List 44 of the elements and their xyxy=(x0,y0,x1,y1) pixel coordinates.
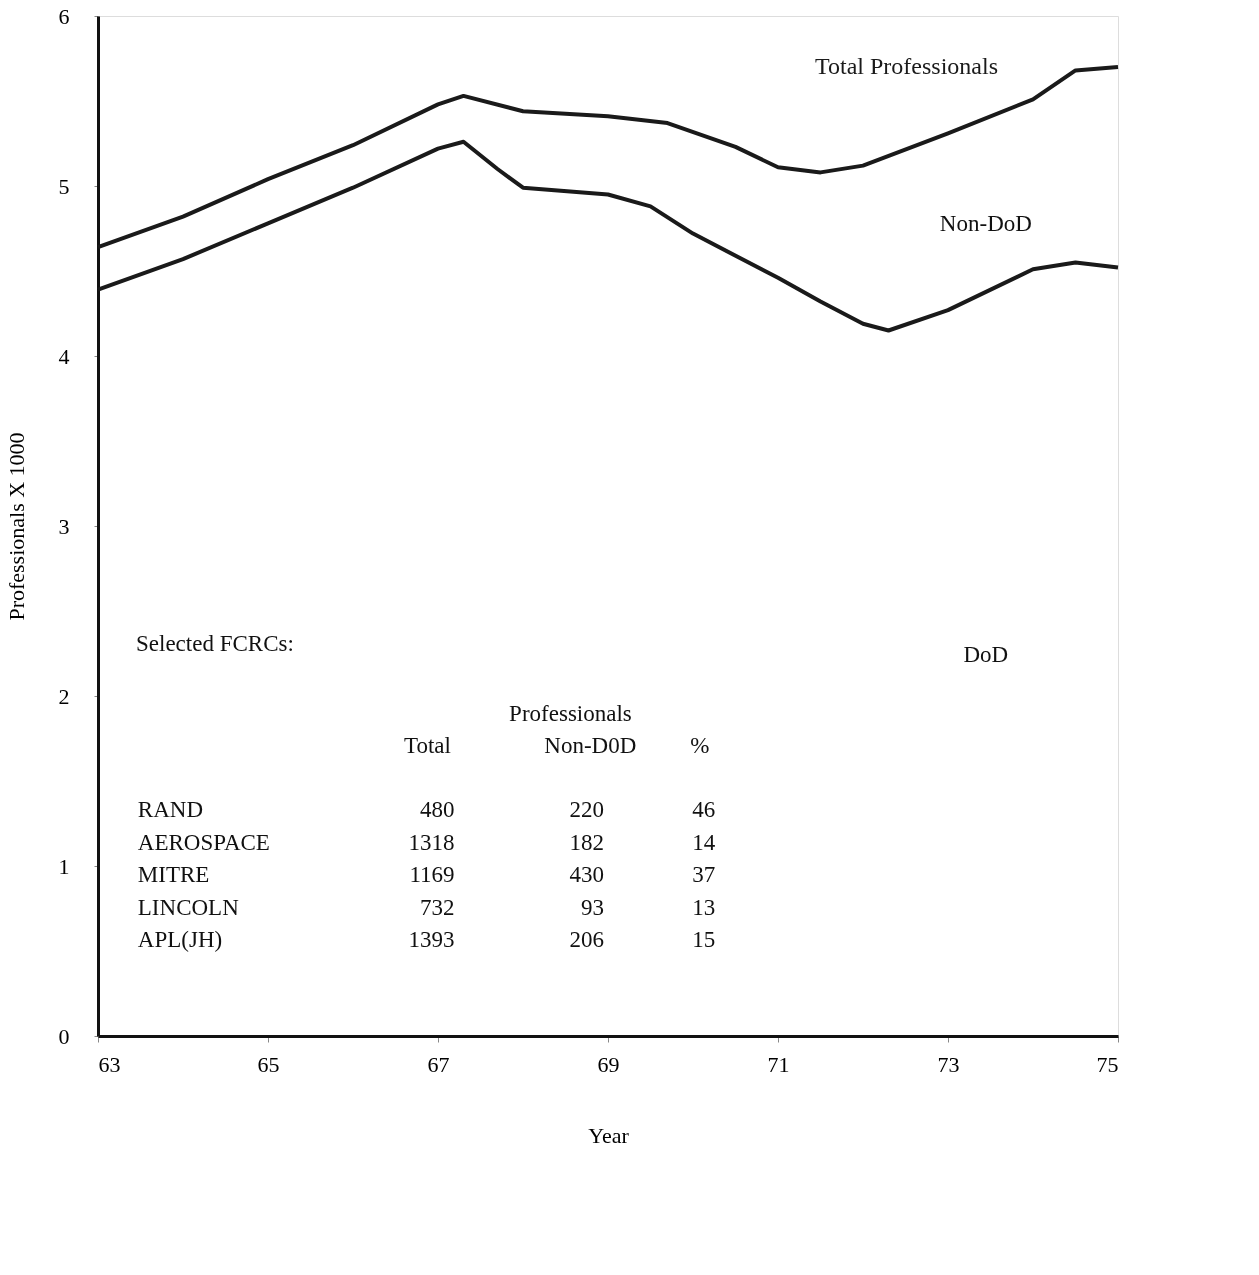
annotation: LINCOLN xyxy=(137,895,240,921)
y-tick-label: 4 xyxy=(58,343,70,369)
annotation: Selected FCRCs: xyxy=(136,630,294,656)
annotation: 15 xyxy=(692,927,716,953)
annotation: DoD xyxy=(963,641,1009,667)
annotation: 1169 xyxy=(409,862,455,888)
series-label: Total Professionals xyxy=(815,53,998,79)
y-tick-label: 3 xyxy=(58,513,70,539)
annotation: 430 xyxy=(569,862,604,888)
annotation: 1393 xyxy=(408,927,455,953)
annotation: 46 xyxy=(692,796,716,822)
annotation: RAND xyxy=(137,796,203,822)
annotation: % xyxy=(690,732,710,758)
annotation: 37 xyxy=(692,862,716,888)
x-tick-label: 71 xyxy=(767,1051,790,1077)
annotation: Total xyxy=(403,732,451,758)
annotation: 1318 xyxy=(408,830,455,856)
x-axis-title: Year xyxy=(588,1122,630,1148)
annotation: AEROSPACE xyxy=(137,830,270,856)
annotation: 13 xyxy=(692,895,716,921)
annotation: Non-DoD xyxy=(939,211,1032,237)
x-tick-label: 75 xyxy=(1096,1051,1119,1077)
y-tick-label: 1 xyxy=(58,853,70,879)
y-tick-label: 6 xyxy=(58,3,70,29)
annotation: 93 xyxy=(580,895,604,921)
annotation: 732 xyxy=(420,895,455,921)
annotation: APL(JH) xyxy=(137,927,223,953)
x-tick-label: 69 xyxy=(597,1051,620,1077)
annotation: 480 xyxy=(420,796,455,822)
annotation: Non-D0D xyxy=(544,732,637,758)
x-tick-label: 65 xyxy=(257,1051,280,1077)
x-tick-label: 67 xyxy=(427,1051,450,1077)
y-tick-label: 5 xyxy=(58,173,70,199)
annotation: 14 xyxy=(692,830,716,856)
annotation: 220 xyxy=(569,796,604,822)
x-tick-label: 73 xyxy=(937,1051,960,1077)
y-tick-label: 2 xyxy=(58,683,70,709)
y-tick-label: 0 xyxy=(58,1023,70,1049)
annotation: Professionals xyxy=(509,700,632,726)
y-axis-title: Professionals X 1000 xyxy=(3,432,29,621)
annotation: 182 xyxy=(569,830,604,856)
annotation: MITRE xyxy=(137,862,210,888)
x-tick-label: 63 xyxy=(98,1051,121,1077)
annotation: 206 xyxy=(569,927,604,953)
